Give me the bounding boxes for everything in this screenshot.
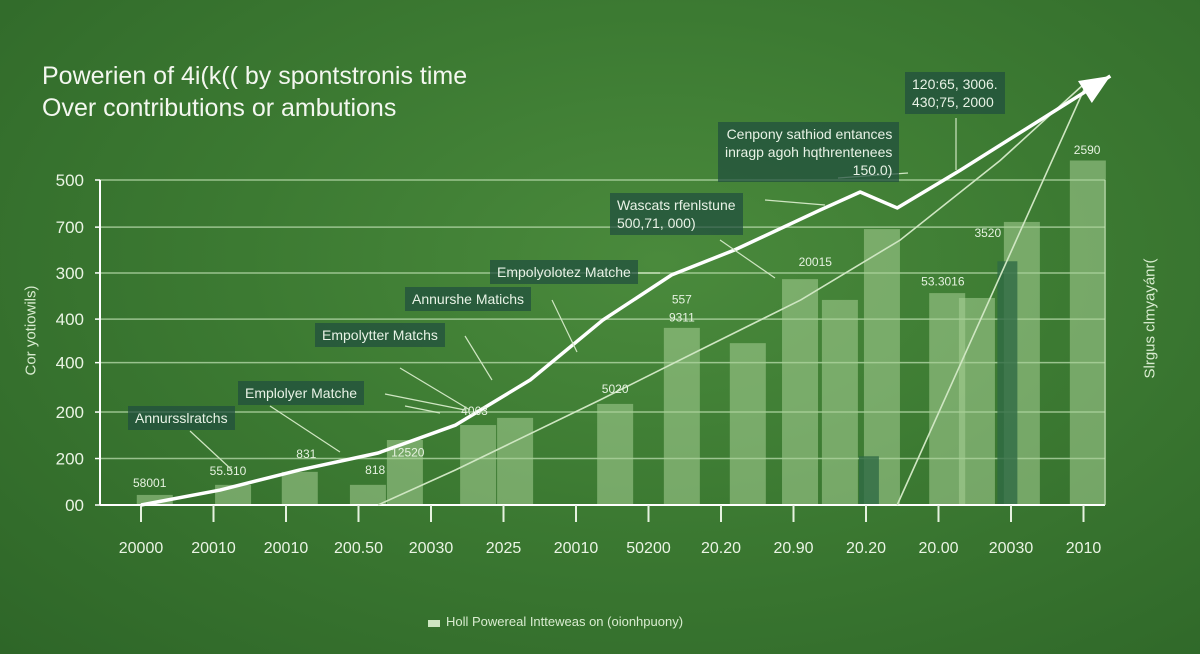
y-tick-label: 00 bbox=[65, 496, 84, 515]
annotation-box: Empolyolotez Matche bbox=[490, 260, 638, 284]
annotation-box: Empolytter Matchs bbox=[315, 323, 445, 347]
leader-line bbox=[464, 335, 493, 381]
leader-line bbox=[719, 239, 776, 279]
legend-label: Holl Powereal Intteweas on (oionhpuony) bbox=[446, 614, 684, 629]
legend-swatch bbox=[428, 620, 440, 627]
legend: Holl Powereal Intteweas on (oionhpuony) bbox=[428, 614, 683, 629]
y-tick-label: 300 bbox=[56, 264, 84, 283]
data-label: 9311 bbox=[669, 310, 695, 324]
trend-line bbox=[896, 85, 1087, 506]
title-line-2: Over contributions or ambutions bbox=[42, 94, 397, 122]
annotation-box: Annursslratchs bbox=[128, 406, 235, 430]
annotation-text: Emplolyer Matche bbox=[245, 385, 358, 401]
leader-line bbox=[269, 405, 341, 453]
data-label: 818 bbox=[365, 463, 385, 477]
x-tick-label: 20030 bbox=[989, 540, 1034, 557]
annotation-text: Cenpony sathiod entances bbox=[726, 126, 893, 142]
annotation-text: 150.0) bbox=[852, 162, 893, 178]
bar bbox=[729, 343, 766, 505]
y-tick-label: 200 bbox=[56, 403, 84, 422]
x-tick-label: 20010 bbox=[554, 540, 599, 557]
bar bbox=[349, 484, 386, 505]
annotation-box: Wascats rfenlstune 500,71, 000) bbox=[610, 193, 743, 235]
x-tick-label: 20.00 bbox=[918, 540, 958, 557]
annotation-box: Cenpony sathiod entances inragp agoh hqth… bbox=[718, 122, 900, 182]
data-label: 831 bbox=[296, 447, 316, 461]
annotation-text: inragp agoh hqthrentenees bbox=[725, 144, 893, 160]
data-label: 20015 bbox=[799, 255, 833, 269]
leader-line bbox=[189, 430, 233, 471]
bar bbox=[281, 471, 318, 505]
y-tick-label: 400 bbox=[56, 354, 84, 373]
x-tick-label: 200.50 bbox=[334, 540, 383, 557]
annotation-text: 430;75, 2000 bbox=[912, 94, 994, 110]
y-tick-label: 500 bbox=[56, 171, 84, 190]
annotation-text: 120:65, 3006. bbox=[912, 76, 998, 92]
x-tick-label: 50200 bbox=[626, 540, 671, 557]
x-tick-label: 20010 bbox=[264, 540, 309, 557]
bar bbox=[597, 403, 634, 505]
x-tick-label: 20.20 bbox=[846, 540, 886, 557]
annotation-text: Empolyolotez Matche bbox=[497, 264, 631, 280]
y-tick-label: 700 bbox=[56, 218, 84, 237]
bar bbox=[663, 327, 700, 505]
y-tick-label: 200 bbox=[56, 450, 84, 469]
data-label: 12520 bbox=[391, 445, 425, 459]
annotation-text: Annursslratchs bbox=[135, 410, 228, 426]
leader-line bbox=[404, 405, 441, 414]
chart-title: Powerien of 4i(k(( by spontstronis time … bbox=[42, 60, 467, 124]
y-tick-label: 400 bbox=[56, 310, 84, 329]
leader-line bbox=[551, 299, 578, 353]
bar bbox=[497, 417, 534, 505]
x-tick-label: 20010 bbox=[191, 540, 236, 557]
leader-line bbox=[384, 393, 466, 411]
title-line-1: Powerien of 4i(k(( by spontstronis time bbox=[42, 62, 468, 90]
annotation-box: 120:65, 3006. 430;75, 2000 bbox=[905, 72, 1005, 114]
data-label: 5020 bbox=[602, 382, 629, 396]
annotation-text: Empolytter Matchs bbox=[322, 327, 438, 343]
annotation-box: Annurshe Matichs bbox=[405, 287, 532, 311]
annotation-text: Wascats rfenlstune bbox=[617, 197, 736, 213]
main-line bbox=[140, 74, 1112, 507]
trend-curve bbox=[377, 81, 1087, 506]
annotation-text: 500,71, 000) bbox=[617, 215, 696, 231]
x-tick-label: 2025 bbox=[486, 540, 522, 557]
data-label: 2590 bbox=[1074, 143, 1101, 157]
bar bbox=[136, 494, 173, 505]
bar bbox=[821, 299, 858, 505]
bar bbox=[958, 297, 995, 505]
x-tick-label: 2010 bbox=[1066, 540, 1102, 557]
bar bbox=[1069, 160, 1106, 505]
bar bbox=[782, 279, 819, 505]
data-label: 55.510 bbox=[210, 464, 247, 478]
annotation-box: Emplolyer Matche bbox=[238, 381, 365, 405]
x-tick-label: 20.90 bbox=[773, 540, 813, 557]
leader-line bbox=[764, 199, 826, 206]
x-tick-label: 20000 bbox=[119, 540, 164, 557]
bar bbox=[386, 440, 423, 505]
data-label: 53.3016 bbox=[921, 274, 965, 288]
data-label: 58001 bbox=[133, 476, 167, 490]
data-label: 4063 bbox=[461, 404, 488, 418]
bar-dark bbox=[997, 261, 1018, 505]
data-label: 557 bbox=[672, 293, 692, 307]
data-label: 3520 bbox=[974, 226, 1001, 240]
bar-dark bbox=[858, 456, 879, 505]
x-tick-label: 20.20 bbox=[701, 540, 741, 557]
leader-line bbox=[399, 367, 471, 411]
annotation-text: Annurshe Matichs bbox=[412, 291, 525, 307]
x-tick-label: 20030 bbox=[409, 540, 454, 557]
arrow-head-icon bbox=[1078, 76, 1111, 103]
